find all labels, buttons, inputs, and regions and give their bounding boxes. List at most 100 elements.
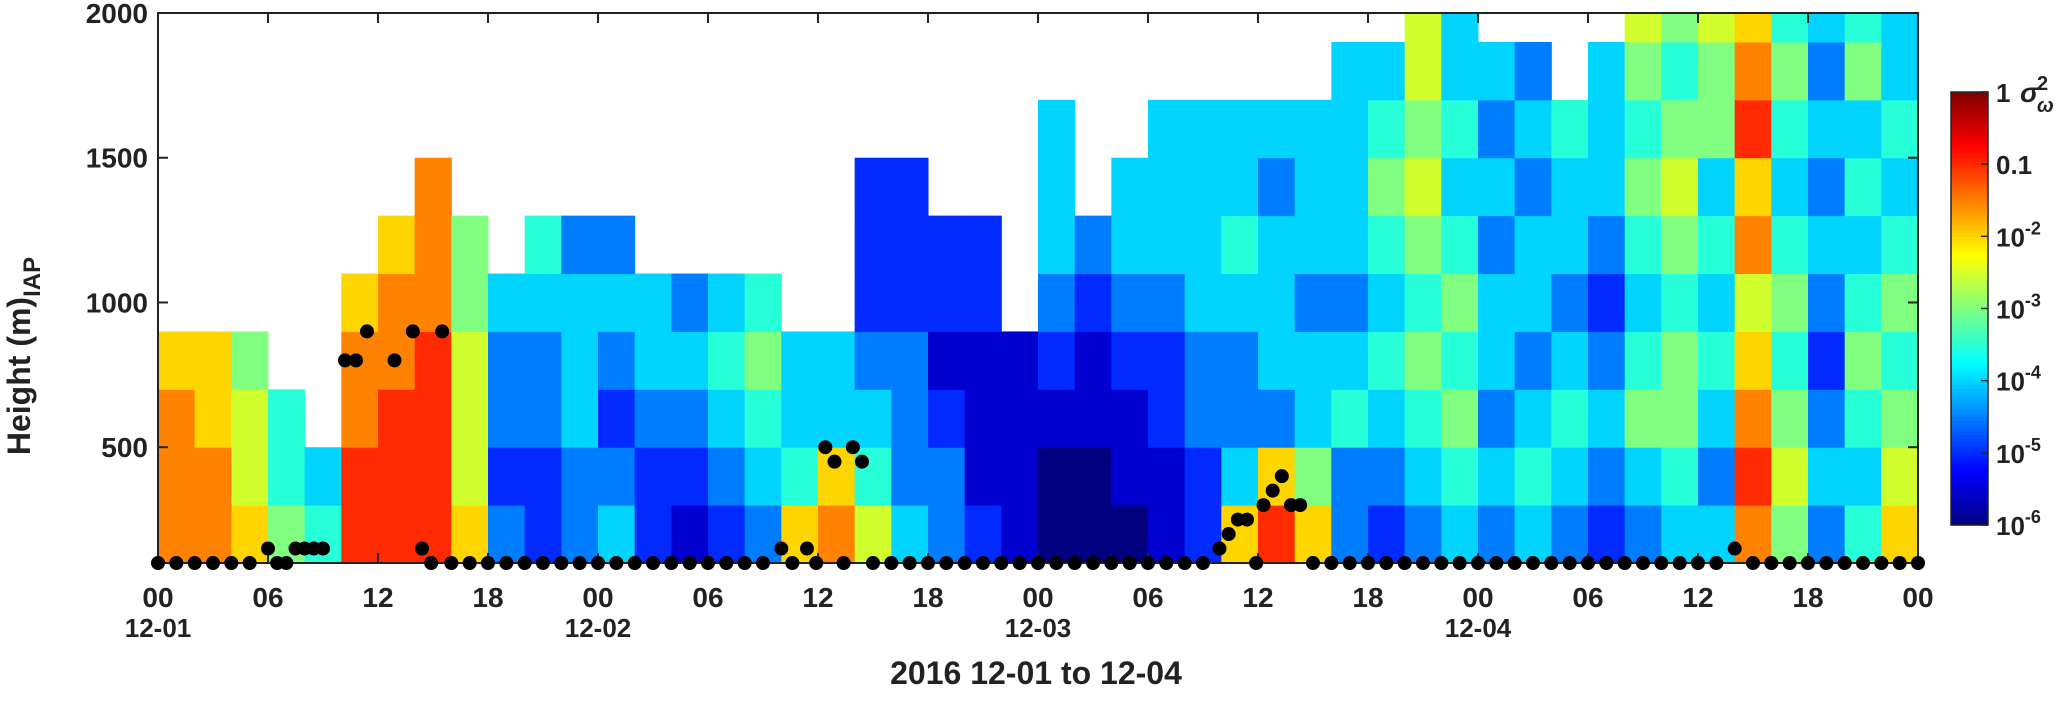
colorbar-tick-base: 1 [1996, 78, 2010, 108]
colorbar-swatch [1951, 225, 1988, 230]
heatmap-cell [1148, 331, 1186, 390]
heatmap-cell [818, 505, 856, 563]
boundary-layer-point [800, 541, 814, 556]
colorbar-swatch [1951, 301, 1988, 306]
heatmap-cell [1881, 447, 1918, 506]
heatmap-cell [158, 505, 196, 563]
heatmap-cell [451, 331, 489, 390]
heatmap-cell [1808, 215, 1846, 275]
heatmap-cell [1844, 157, 1882, 217]
colorbar-tick-base: 10 [1996, 222, 2025, 252]
heatmap-cell [1404, 273, 1442, 332]
colorbar-tick-label: 10-5 [1996, 435, 2041, 469]
colorbar-swatch [1951, 167, 1988, 172]
colorbar-swatch [1951, 337, 1988, 342]
heatmap-cell [1661, 505, 1699, 563]
heatmap-cell [1368, 505, 1406, 563]
heatmap-cell [1404, 215, 1442, 275]
heatmap-cell [1038, 331, 1076, 390]
heatmap-cell [1038, 215, 1076, 275]
boundary-layer-point [1379, 556, 1394, 570]
heatmap-cell [1184, 215, 1222, 275]
heatmap-cell [1771, 505, 1809, 563]
boundary-layer-point [1221, 527, 1236, 542]
colorbar-tick-exp: -6 [2025, 507, 2041, 527]
colorbar-swatch [1951, 243, 1988, 248]
boundary-layer-point [866, 556, 880, 570]
heatmap-cell [304, 447, 342, 506]
colorbar-swatch [1951, 236, 1988, 241]
colorbar-tick-exp: -2 [2025, 218, 2041, 238]
colorbar-tick-base: 10 [1996, 295, 2025, 325]
heatmap-cell [1734, 215, 1772, 275]
heatmap-cell [1808, 331, 1846, 390]
heatmap-cell [561, 447, 599, 506]
heatmap-cell [634, 505, 672, 563]
heatmap-cell [1111, 215, 1149, 275]
heatmap-cell [524, 389, 562, 448]
heatmap-cell [1111, 157, 1149, 217]
heatmap-cell [708, 447, 746, 506]
colorbar-swatch [1951, 485, 1988, 490]
heatmap-cell [414, 215, 452, 275]
heatmap-cell [671, 273, 709, 332]
heatmap-cell [891, 273, 929, 332]
heatmap-cell [1844, 447, 1882, 506]
heatmap-cell [1184, 447, 1222, 506]
heatmap-cell [1844, 331, 1882, 390]
heatmap-cell [598, 389, 636, 448]
heatmap-cell [1624, 447, 1662, 506]
colorbar-swatch [1951, 254, 1988, 259]
heatmap-cell [1514, 215, 1552, 275]
x-tick-label: 12 [1682, 582, 1713, 613]
heatmap-cell [1478, 99, 1516, 159]
colorbar-swatch [1951, 196, 1988, 201]
heatmap-cell [1698, 99, 1736, 159]
heatmap-cell [1441, 331, 1479, 390]
heatmap-cell [854, 389, 892, 448]
heatmap-cell [708, 273, 746, 332]
heatmap-cell [1001, 505, 1039, 563]
heatmap-cell [488, 331, 526, 390]
boundary-layer-point [462, 556, 477, 570]
heatmap-cell [1111, 389, 1149, 448]
heatmap-cell [561, 505, 599, 563]
heatmap-cell [1221, 447, 1259, 506]
boundary-layer-point [836, 556, 851, 570]
heatmap-cell [1111, 505, 1149, 563]
colorbar-swatch [1951, 312, 1988, 317]
boundary-layer-point [1617, 556, 1632, 570]
boundary-layer-point [1196, 556, 1210, 570]
heatmap-cell [268, 389, 306, 448]
colorbar-swatch [1951, 239, 1988, 245]
colorbar-tick-label: 10-3 [1996, 291, 2041, 325]
heatmap-cell [1551, 447, 1589, 506]
heatmap-cell [1368, 157, 1406, 217]
heatmap-cell [488, 273, 526, 332]
heatmap-cell [1368, 215, 1406, 275]
boundary-layer-point [1727, 541, 1742, 556]
colorbar-swatch [1951, 268, 1988, 274]
boundary-layer-point [187, 556, 202, 570]
heatmap-cell [194, 505, 232, 563]
heatmap-cell [1478, 273, 1516, 332]
heatmap-cell [451, 215, 489, 275]
colorbar-swatch [1951, 135, 1988, 140]
heatmap-cell [1661, 41, 1699, 101]
heatmap-cell [1478, 157, 1516, 217]
colorbar-swatch [1951, 156, 1988, 162]
colorbar-label-base: σ [2020, 77, 2040, 108]
heatmap-cell [1404, 389, 1442, 448]
boundary-layer-point [902, 556, 917, 570]
colorbar-swatch [1951, 409, 1988, 414]
heatmap-cell [598, 505, 636, 563]
heatmap-cell [1478, 447, 1516, 506]
boundary-layer-point [279, 556, 294, 570]
colorbar-swatch [1951, 221, 1988, 227]
heatmap-cell [1771, 157, 1809, 217]
heatmap-cell [524, 215, 562, 275]
boundary-layer-point [1159, 556, 1174, 570]
colorbar-tick-label: 0.1 [1996, 150, 2032, 180]
colorbar-swatch [1951, 380, 1988, 385]
heatmap-cell [891, 447, 929, 506]
